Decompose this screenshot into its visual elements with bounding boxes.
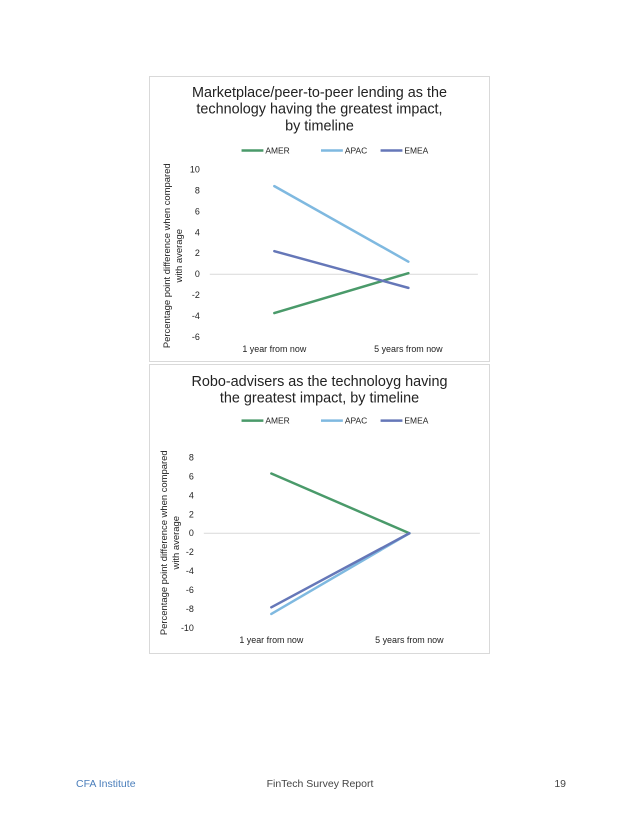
series-line-amer: [270, 472, 411, 535]
y-axis-label-line: Percentage point difference when compare…: [161, 163, 172, 348]
chart-title-line: Robo-advisers as the technoloyg having: [191, 374, 447, 390]
y-tick-label: 2: [195, 248, 200, 258]
y-tick-label: 8: [189, 452, 194, 462]
y-tick-label: -6: [192, 332, 200, 342]
footer-page-number: 19: [554, 778, 566, 790]
y-tick-label: -10: [181, 623, 194, 633]
y-tick-label: 0: [189, 528, 194, 538]
y-tick-label: 10: [190, 164, 200, 174]
series-line-amer: [273, 271, 410, 315]
y-tick-label: -2: [186, 547, 194, 557]
chart-robo-advisers-svg: Robo-advisers as the technoloyg havingth…: [158, 374, 480, 645]
y-axis-label-line: Percentage point difference when compare…: [158, 450, 169, 635]
x-category-label: 5 years from now: [374, 344, 443, 354]
footer-org-name: CFA Institute: [76, 778, 136, 790]
legend-label-amer: AMER: [265, 416, 289, 426]
y-axis-label-line: with average: [173, 229, 184, 283]
series-line-emea: [273, 249, 410, 290]
x-category-label: 5 years from now: [375, 635, 444, 645]
y-tick-label: 0: [195, 269, 200, 279]
x-category-label: 1 year from now: [239, 635, 304, 645]
y-tick-label: -4: [192, 311, 200, 321]
y-tick-label: 4: [195, 227, 200, 237]
series-line-apac: [273, 184, 410, 263]
chart-robo-advisers: Robo-advisers as the technoloyg having th…: [149, 364, 490, 654]
series-line-emea: [270, 532, 411, 609]
y-tick-label: 2: [189, 509, 194, 519]
y-tick-label: 6: [189, 471, 194, 481]
y-axis-label-line: with average: [170, 516, 181, 570]
y-tick-label: -8: [186, 604, 194, 614]
chart-title-line: by timeline: [285, 119, 354, 135]
legend-label-emea: EMEA: [404, 416, 428, 426]
x-category-label: 1 year from now: [242, 344, 307, 354]
chart-marketplace-lending: Marketplace/peer-to-peer lending as the t…: [149, 76, 490, 362]
legend-label-emea: EMEA: [404, 145, 428, 155]
legend-label-amer: AMER: [265, 145, 289, 155]
legend-label-apac: APAC: [345, 416, 367, 426]
y-tick-label: 4: [189, 490, 194, 500]
chart-title-line: the greatest impact, by timeline: [220, 391, 419, 407]
footer-report-title: FinTech Survey Report: [266, 778, 374, 790]
y-tick-label: 6: [195, 206, 200, 216]
y-tick-label: -4: [186, 566, 194, 576]
chart-marketplace-lending-svg: Marketplace/peer-to-peer lending as thet…: [161, 85, 478, 354]
legend-label-apac: APAC: [345, 145, 367, 155]
y-tick-label: 8: [195, 185, 200, 195]
y-tick-label: -6: [186, 585, 194, 595]
chart-title-line: technology having the greatest impact,: [196, 102, 442, 118]
y-tick-label: -2: [192, 290, 200, 300]
chart-title-line: Marketplace/peer-to-peer lending as the: [192, 85, 447, 101]
